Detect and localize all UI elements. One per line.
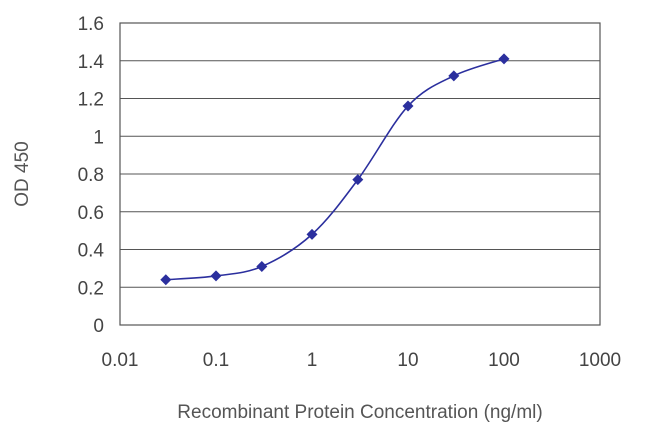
- data-point-6: [448, 70, 460, 82]
- series-curve: [165, 58, 505, 281]
- x-tick-label-4: 100: [488, 350, 520, 371]
- data-points: [160, 53, 510, 286]
- x-tick-label-0: 0.01: [102, 350, 139, 371]
- data-point-7: [498, 53, 510, 65]
- horizontal-gridlines: [120, 60, 600, 288]
- data-point-3: [306, 228, 318, 240]
- y-tick-label-1: 0.2: [78, 278, 104, 299]
- y-tick-label-5: 1: [93, 127, 104, 148]
- y-axis-title: OD 450: [12, 141, 33, 206]
- x-tick-label-5: 1000: [579, 350, 621, 371]
- x-tick-label-3: 10: [397, 350, 418, 371]
- y-axis-tick-labels: 0 0.2 0.4 0.6 0.8 1 1.2 1.4 1.6: [78, 14, 105, 337]
- data-point-1: [210, 270, 222, 282]
- x-tick-label-1: 0.1: [203, 350, 229, 371]
- y-tick-label-2: 0.4: [78, 241, 105, 262]
- y-tick-label-3: 0.6: [78, 203, 104, 224]
- x-tick-label-2: 1: [307, 350, 318, 371]
- data-point-5: [402, 100, 414, 112]
- plot-area-frame: [119, 22, 601, 326]
- y-tick-label-0: 0: [93, 316, 104, 337]
- data-point-4: [352, 174, 364, 186]
- y-tick-label-7: 1.4: [78, 52, 105, 73]
- y-tick-label-8: 1.6: [78, 14, 104, 35]
- x-axis-tick-labels: 0.01 0.1 1 10 100 1000: [102, 350, 622, 371]
- data-point-0: [160, 274, 172, 286]
- data-point-2: [256, 260, 268, 272]
- x-axis-title: Recombinant Protein Concentration (ng/ml…: [177, 402, 542, 423]
- y-tick-label-6: 1.2: [78, 90, 104, 111]
- y-tick-label-4: 0.8: [78, 165, 104, 186]
